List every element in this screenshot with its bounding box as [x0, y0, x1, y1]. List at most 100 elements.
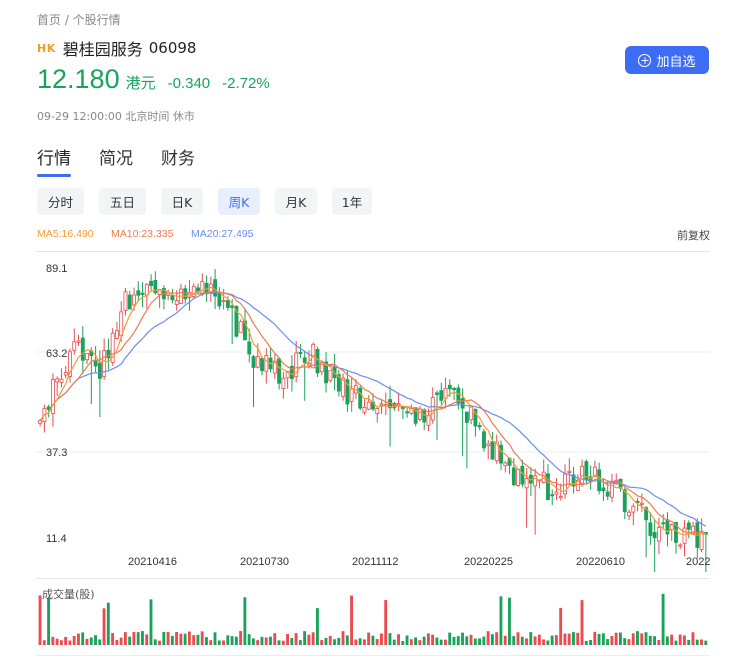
candle-body [379, 403, 384, 406]
volume-bar [653, 636, 656, 645]
candle-body [490, 441, 495, 460]
candle-body [699, 530, 704, 550]
candle-body [362, 406, 367, 413]
candle-body [452, 387, 457, 390]
candle-body [422, 409, 427, 423]
currency: 港元 [125, 74, 156, 92]
divider [36, 655, 710, 656]
stock-code: 06098 [148, 39, 197, 57]
tab-quote[interactable]: 行情 [37, 144, 71, 177]
candle-body [511, 467, 516, 486]
volume-bar [256, 640, 260, 645]
candle-body [110, 332, 115, 363]
current-price: 12.180 [37, 64, 120, 94]
volume-bar [132, 632, 136, 645]
volume-bar [269, 636, 272, 645]
candle-body [601, 487, 606, 492]
volume-bar [375, 639, 379, 645]
volume-bar [469, 634, 473, 645]
candle-body [281, 377, 286, 389]
candle-body [264, 355, 269, 372]
volume-bar [435, 637, 439, 645]
volume-bar [661, 593, 665, 645]
add-watchlist-button[interactable]: + 加自选 [625, 46, 709, 74]
candle-body [140, 292, 145, 295]
volume-bar [337, 637, 341, 645]
volume-bar [264, 637, 268, 645]
period-one-year[interactable]: 1年 [332, 188, 372, 215]
period-daily-k[interactable]: 日K [161, 188, 203, 215]
volume-bar [358, 638, 362, 645]
volume-bar [537, 634, 541, 645]
plus-circle-icon: + [638, 53, 652, 67]
candle-body [443, 388, 448, 399]
volume-bar [461, 632, 464, 645]
candle-body [247, 341, 252, 355]
tab-financials[interactable]: 财务 [161, 149, 195, 169]
volume-bar [166, 632, 170, 645]
breadcrumb[interactable]: 首页 / 个股行情 [37, 13, 121, 27]
volume-bar [542, 639, 546, 645]
period-monthly-k[interactable]: 月K [275, 188, 317, 215]
y-tick-label: 37.3 [46, 447, 67, 459]
volume-bar [307, 634, 311, 645]
volume-bar [158, 640, 161, 645]
volume-bar [273, 633, 277, 645]
candle-body [191, 285, 196, 298]
tab-overview[interactable]: 简况 [99, 149, 133, 169]
volume-bar [529, 632, 533, 645]
volume-bar [631, 633, 635, 645]
candle-body [430, 397, 435, 421]
volume-bar [636, 631, 639, 645]
add-watchlist-label: 加自选 [656, 54, 696, 70]
candle-body [456, 387, 461, 404]
volume-bar [486, 631, 490, 645]
candle-body [336, 374, 341, 392]
candle-body [418, 408, 422, 420]
volume-bar [290, 637, 294, 645]
candle-body [627, 511, 631, 517]
volume-bar [324, 637, 328, 645]
volume-bar [704, 640, 708, 645]
candle-body [277, 358, 282, 384]
candle-body [396, 403, 401, 406]
candle-body [217, 291, 222, 307]
candle-body [76, 340, 81, 343]
volume-bar [567, 633, 571, 645]
volume-bar [51, 636, 55, 645]
volume-bar [601, 633, 605, 645]
volume-bar [580, 600, 584, 645]
volume-bar [200, 631, 204, 645]
period-five-day[interactable]: 五日 [99, 188, 146, 215]
main-tabs: 行情 简况 财务 [37, 144, 223, 177]
volume-bar [205, 637, 208, 645]
candle-body [375, 408, 380, 415]
volume-bar [239, 631, 243, 645]
volume-bar [367, 632, 371, 645]
volume-bar [533, 636, 537, 645]
candle-body [631, 505, 636, 513]
volume-bar [260, 636, 264, 645]
volume-bar [119, 637, 123, 645]
x-tick-label: 2022 [686, 556, 710, 568]
volume-chart[interactable]: 成交量(股) [36, 578, 710, 648]
volume-bar [584, 640, 588, 645]
volume-bar [277, 640, 281, 645]
candle-body [447, 384, 452, 390]
candle-body [460, 398, 465, 409]
candle-body [473, 408, 478, 427]
adjust-toggle[interactable]: 前复权 [677, 229, 710, 242]
volume-bar [409, 639, 413, 645]
ma10-line [39, 290, 707, 535]
volume-bar [687, 639, 691, 645]
volume-bar [320, 640, 324, 645]
candle-body [499, 444, 503, 464]
period-intraday[interactable]: 分时 [37, 188, 84, 215]
volume-bar [55, 638, 59, 645]
x-tick-label: 20220225 [464, 556, 513, 568]
volume-bar [439, 639, 443, 645]
volume-bar [700, 639, 703, 645]
volume-bar [456, 636, 460, 645]
period-weekly-k[interactable]: 周K [218, 188, 260, 215]
kline-chart[interactable]: 89.1 63.2 37.3 11.4 20210416 20210730 20… [36, 251, 710, 583]
